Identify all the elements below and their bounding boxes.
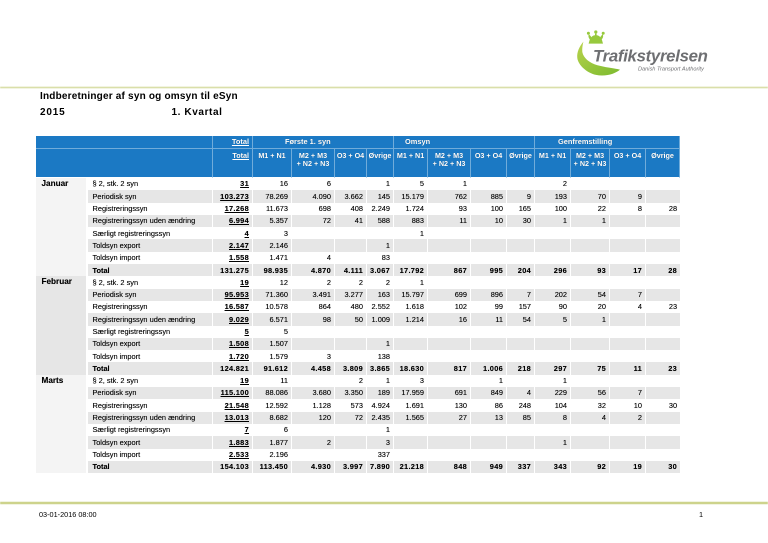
svg-text:Trafikstyrelsen: Trafikstyrelsen [593, 47, 708, 66]
svg-text:Danish Transport Authority: Danish Transport Authority [638, 67, 705, 73]
